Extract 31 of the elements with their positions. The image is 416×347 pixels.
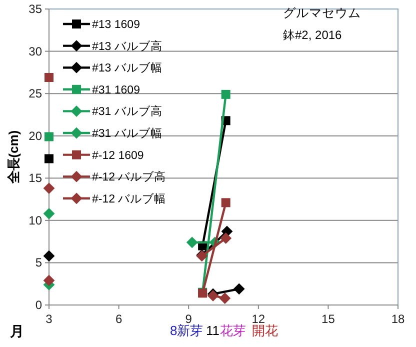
y-tick-label: 5 [35,256,42,270]
legend-label: #-12 バルブ高 [92,170,166,184]
y-tick-label: 0 [35,298,42,312]
legend-label: #-12 1609 [92,150,144,162]
text: 花芽 [220,323,246,338]
y-axis-title: 全長(cm) [6,130,21,185]
x-tick-label: 12 [252,312,266,326]
y-tick-label: 25 [28,86,42,101]
y-tick-label: 15 [28,171,42,186]
x-tick-label: 6 [115,312,122,326]
legend-label: #13 バルブ高 [92,38,162,53]
x-tick-label: 9 [185,312,192,326]
y-tick-label: 10 [28,213,42,228]
x-tick-label: 18 [391,312,405,326]
legend-label: #31 バルブ高 [92,104,162,118]
text: 開花 [252,323,278,338]
legend-label: #31 1609 [92,84,140,96]
x-axis-title: 月 [9,323,24,339]
y-tick-label: 35 [28,2,42,16]
legend-label: #31 バルブ幅 [92,126,162,140]
y-tick-label: 20 [28,128,42,143]
chart-title: グルマセウム [283,6,361,20]
legend-label: #13 1609 [92,19,140,31]
x-tick-label: 3 [46,312,53,326]
y-tick-label: 30 [28,44,42,58]
legend-label: #13 バルブ幅 [92,60,162,75]
text: 8新芽 [170,323,204,338]
text: 11 [206,323,220,338]
legend-label: #-12 バルブ幅 [92,191,166,206]
x-tick-label: 15 [322,312,336,326]
text: 鉢#2, 2016 [283,28,342,42]
